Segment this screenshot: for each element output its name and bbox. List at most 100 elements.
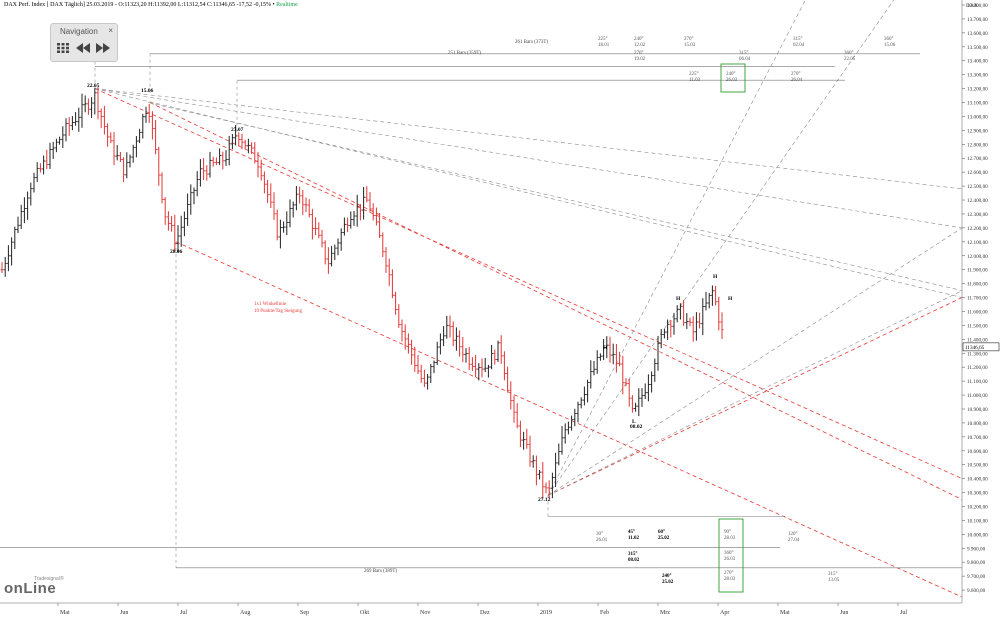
ohlc-bar <box>99 108 103 129</box>
y-tick-label: 10.700,00 <box>967 435 988 441</box>
ohlc-bar <box>413 346 417 372</box>
ohlc-bar <box>35 162 39 182</box>
y-axis-symbol: DAX <box>966 3 978 9</box>
ohlc-bar <box>608 336 612 363</box>
ohlc-bar <box>83 95 87 113</box>
ohlc-bar <box>346 217 350 233</box>
rewind-icon[interactable] <box>76 43 90 56</box>
y-tick-label: 9.800,00 <box>967 560 986 566</box>
ohlc-bar <box>160 172 164 204</box>
y-tick-label: 11.000,00 <box>967 393 988 399</box>
ohlc-bar <box>154 120 158 155</box>
ohlc-bar <box>58 136 62 145</box>
ohlc-bar <box>675 305 679 323</box>
x-tick-label: Okt <box>360 610 369 616</box>
y-tick-label: 11.500,00 <box>967 323 988 329</box>
ohlc-bar <box>74 112 78 126</box>
chart-title-text: DAX Perf. Index [ DAX Täglich] 25.03.201… <box>4 2 275 8</box>
y-tick-label: 10.400,00 <box>967 477 988 483</box>
cycle-date: 22.05 <box>844 57 856 62</box>
navigation-title: Navigation <box>60 27 98 36</box>
ohlc-bar <box>112 131 116 165</box>
x-tick-label: 2019 <box>540 610 552 616</box>
last-price-label: 11346,65 <box>965 345 985 351</box>
ohlc-bar <box>96 87 100 120</box>
winkel-label-2: 10 Punkte/Tag Steigung <box>254 309 302 314</box>
cycle-degree: 240° <box>634 37 644 42</box>
pivot-date-label: 27.12 <box>538 497 551 503</box>
ohlc-bar <box>554 452 558 488</box>
ohlc-bar <box>358 204 362 221</box>
ohlc-bar <box>349 211 353 229</box>
brand-logo: Tradesignal® onLine <box>4 576 64 598</box>
ohlc-bar <box>506 366 510 393</box>
cycle-date: 28.03 <box>724 577 736 582</box>
ohlc-bar <box>390 269 394 299</box>
ohlc-bar <box>186 193 190 226</box>
cycle-date: 25.02 <box>658 536 670 541</box>
cycle-degree: 30° <box>596 532 603 537</box>
pivot-date-label: 08.02 <box>630 424 643 430</box>
ohlc-bar <box>656 335 660 371</box>
ohlc-bar <box>678 303 682 320</box>
ohlc-bar <box>256 151 260 178</box>
cycle-degree: 270° <box>791 72 801 77</box>
ohlc-bar <box>182 211 186 237</box>
ohlc-bar <box>589 360 593 389</box>
cycle-date: 13.05 <box>828 578 840 583</box>
ohlc-bar <box>384 247 388 273</box>
ohlc-bar <box>691 316 695 342</box>
ohlc-bar <box>266 179 270 203</box>
ohlc-bar <box>352 210 356 226</box>
ohlc-bar <box>157 146 161 186</box>
navigation-panel[interactable]: Navigation × <box>50 23 118 62</box>
ohlc-bar <box>307 199 311 218</box>
ohlc-bar <box>470 357 474 371</box>
ohlc-bar <box>451 321 455 347</box>
cycle-date: 11.02 <box>628 536 639 541</box>
grid-menu-icon[interactable] <box>57 43 69 56</box>
realtime-label: Realtime <box>276 2 298 8</box>
ohlc-bar <box>682 300 686 326</box>
ohlc-bar <box>86 98 90 115</box>
ohlc-bar <box>445 315 449 339</box>
y-tick-label: 12.500,00 <box>967 184 988 190</box>
y-tick-label: 9.700,00 <box>967 574 986 580</box>
cycle-date: 19.02 <box>634 57 646 62</box>
grey-fan-line <box>147 102 963 291</box>
ohlc-bar <box>336 238 340 256</box>
y-tick-label: 10.900,00 <box>967 407 988 413</box>
ohlc-bar <box>387 258 391 287</box>
y-tick-label: 10.300,00 <box>967 491 988 497</box>
ohlc-bar <box>51 141 55 159</box>
ohlc-bar <box>627 378 631 407</box>
close-icon[interactable]: × <box>108 26 113 35</box>
ohlc-bar <box>720 312 724 340</box>
ohlc-bar <box>704 291 708 311</box>
ohlc-bar <box>170 216 174 232</box>
y-tick-label: 9.900,00 <box>967 546 986 552</box>
grey-fan-up <box>547 0 895 496</box>
grey-fan-line <box>94 88 963 298</box>
ohlc-bar <box>205 165 209 181</box>
bars-label: 261 Bars (373T) <box>515 40 548 45</box>
cycle-degree: 240° <box>726 72 736 77</box>
y-tick-label: 12.700,00 <box>967 156 988 162</box>
ohlc-bar <box>214 157 218 165</box>
ohlc-bar <box>22 197 26 224</box>
ohlc-bar <box>512 395 516 423</box>
cycle-box-top <box>720 63 746 93</box>
ohlc-bar <box>624 378 628 387</box>
ohlc-bar <box>10 237 14 266</box>
ohlc-bar <box>38 163 42 173</box>
ohlc-bar <box>48 142 52 170</box>
fast-forward-icon[interactable] <box>96 43 110 56</box>
cycle-date: 28.03 <box>724 536 736 541</box>
ohlc-bar <box>221 151 225 170</box>
ohlc-bar <box>701 298 705 336</box>
ohlc-bar <box>525 428 529 449</box>
ohlc-bar <box>310 208 314 240</box>
ohlc-bar <box>106 123 110 147</box>
cycle-degree: 270° <box>634 51 644 56</box>
ohlc-bar <box>122 157 126 183</box>
